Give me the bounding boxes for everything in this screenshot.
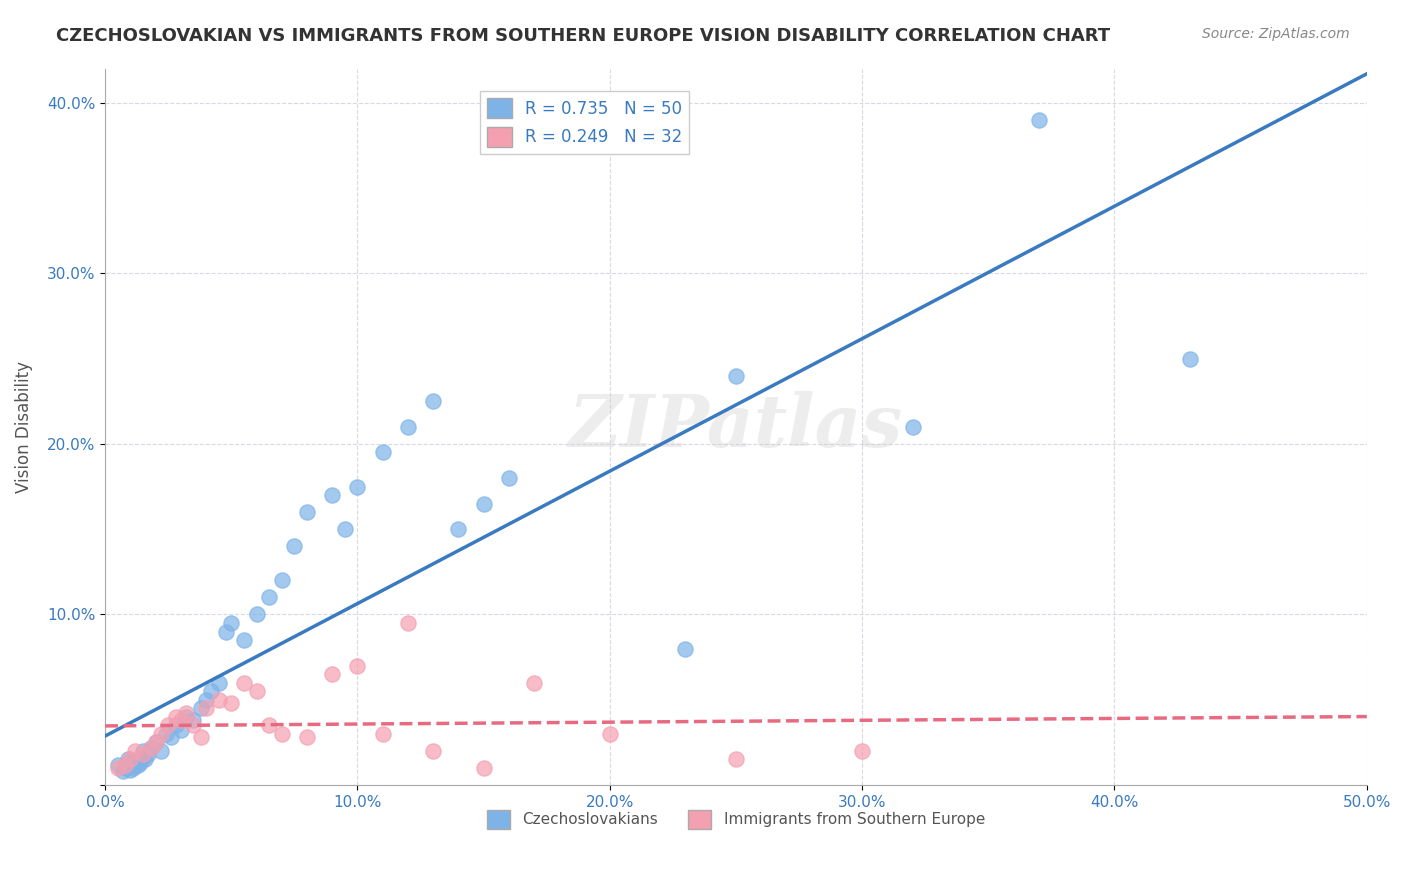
Point bbox=[396, 419, 419, 434]
Point bbox=[245, 684, 267, 698]
Point bbox=[107, 757, 129, 772]
Point bbox=[257, 591, 280, 605]
Point bbox=[149, 744, 172, 758]
Point bbox=[208, 693, 231, 707]
Point bbox=[124, 754, 146, 768]
Point bbox=[447, 522, 470, 536]
Point bbox=[170, 723, 193, 738]
Point bbox=[120, 756, 142, 770]
Point bbox=[120, 763, 142, 777]
Point bbox=[124, 744, 146, 758]
Point bbox=[111, 764, 134, 779]
Point bbox=[190, 701, 212, 715]
Point bbox=[283, 539, 305, 553]
Text: ZIPatlas: ZIPatlas bbox=[569, 392, 903, 462]
Point bbox=[422, 744, 444, 758]
Point bbox=[245, 607, 267, 622]
Point bbox=[371, 727, 394, 741]
Point bbox=[155, 727, 177, 741]
Point bbox=[174, 710, 197, 724]
Point bbox=[232, 633, 254, 648]
Point bbox=[127, 757, 149, 772]
Point bbox=[134, 752, 156, 766]
Y-axis label: Vision Disability: Vision Disability bbox=[15, 360, 32, 492]
Point bbox=[165, 710, 187, 724]
Point bbox=[122, 761, 145, 775]
Point bbox=[1028, 112, 1050, 127]
Point bbox=[139, 740, 162, 755]
Point bbox=[295, 505, 318, 519]
Point bbox=[114, 761, 136, 775]
Point bbox=[190, 731, 212, 745]
Point bbox=[851, 744, 873, 758]
Point bbox=[120, 752, 142, 766]
Point bbox=[145, 735, 167, 749]
Point bbox=[371, 445, 394, 459]
Point bbox=[232, 675, 254, 690]
Point bbox=[675, 641, 697, 656]
Legend: Czechoslovakians, Immigrants from Southern Europe: Czechoslovakians, Immigrants from Southe… bbox=[481, 804, 991, 835]
Point bbox=[117, 752, 139, 766]
Point bbox=[174, 706, 197, 721]
Point bbox=[321, 488, 343, 502]
Point bbox=[149, 727, 172, 741]
Point bbox=[159, 731, 181, 745]
Point bbox=[129, 756, 152, 770]
Point bbox=[901, 419, 924, 434]
Text: CZECHOSLOVAKIAN VS IMMIGRANTS FROM SOUTHERN EUROPE VISION DISABILITY CORRELATION: CZECHOSLOVAKIAN VS IMMIGRANTS FROM SOUTH… bbox=[56, 27, 1111, 45]
Point bbox=[200, 684, 222, 698]
Point bbox=[183, 718, 205, 732]
Point bbox=[724, 368, 747, 383]
Point bbox=[472, 497, 495, 511]
Point bbox=[270, 727, 292, 741]
Point bbox=[170, 713, 193, 727]
Point bbox=[346, 479, 368, 493]
Point bbox=[321, 667, 343, 681]
Point bbox=[219, 615, 242, 630]
Point bbox=[132, 747, 155, 762]
Point bbox=[396, 615, 419, 630]
Text: Source: ZipAtlas.com: Source: ZipAtlas.com bbox=[1202, 27, 1350, 41]
Point bbox=[270, 574, 292, 588]
Point bbox=[145, 735, 167, 749]
Point bbox=[136, 747, 159, 762]
Point bbox=[132, 744, 155, 758]
Point bbox=[346, 658, 368, 673]
Point bbox=[124, 759, 146, 773]
Point bbox=[1178, 351, 1201, 366]
Point bbox=[208, 675, 231, 690]
Point bbox=[139, 740, 162, 755]
Point bbox=[599, 727, 621, 741]
Point bbox=[183, 713, 205, 727]
Point bbox=[523, 675, 546, 690]
Point bbox=[195, 701, 218, 715]
Point bbox=[295, 731, 318, 745]
Point bbox=[333, 522, 356, 536]
Point bbox=[215, 624, 238, 639]
Point bbox=[498, 471, 520, 485]
Point bbox=[724, 752, 747, 766]
Point bbox=[132, 751, 155, 765]
Point bbox=[157, 718, 180, 732]
Point bbox=[107, 761, 129, 775]
Point bbox=[257, 718, 280, 732]
Point bbox=[422, 394, 444, 409]
Point bbox=[114, 757, 136, 772]
Point bbox=[472, 761, 495, 775]
Point bbox=[195, 693, 218, 707]
Point bbox=[165, 718, 187, 732]
Point bbox=[219, 696, 242, 710]
